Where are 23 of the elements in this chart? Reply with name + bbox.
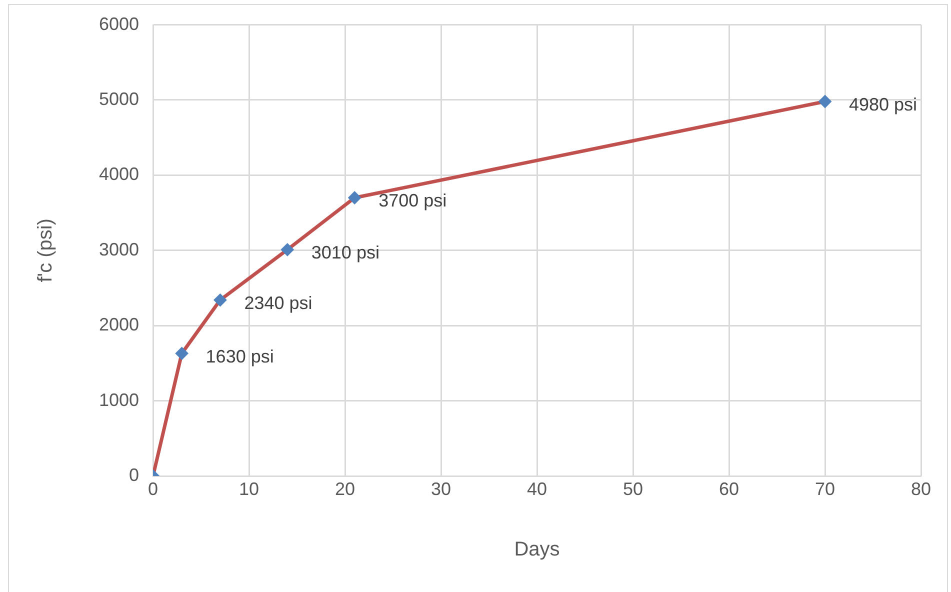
- data-label: 3010 psi: [311, 242, 380, 263]
- x-tick-label: 50: [622, 478, 644, 499]
- x-tick-label: 60: [718, 478, 740, 499]
- x-axis-title: Days: [514, 538, 560, 561]
- y-tick-label: 6000: [98, 14, 139, 34]
- y-tick-label: 3000: [98, 239, 139, 260]
- data-label: 4980 psi: [849, 94, 918, 114]
- x-tick-label: 40: [526, 478, 548, 499]
- y-tick-label: 5000: [98, 88, 139, 109]
- y-tick-label: 0: [128, 464, 139, 485]
- x-tick-label: 10: [238, 478, 260, 499]
- x-tick-label: 30: [430, 478, 452, 499]
- data-label: 3700 psi: [378, 190, 447, 211]
- x-tick-label: 20: [334, 478, 356, 499]
- data-label: 2340 psi: [244, 293, 312, 313]
- y-tick-label: 4000: [98, 164, 139, 184]
- y-tick-label: 2000: [98, 314, 139, 335]
- x-tick-label: 0: [148, 478, 158, 499]
- x-tick-label: 80: [910, 478, 932, 499]
- data-label: 1630 psi: [206, 346, 274, 366]
- x-tick-label: 70: [814, 478, 836, 499]
- y-axis-title: f'c (psi): [34, 218, 57, 282]
- y-tick-label: 1000: [98, 390, 139, 410]
